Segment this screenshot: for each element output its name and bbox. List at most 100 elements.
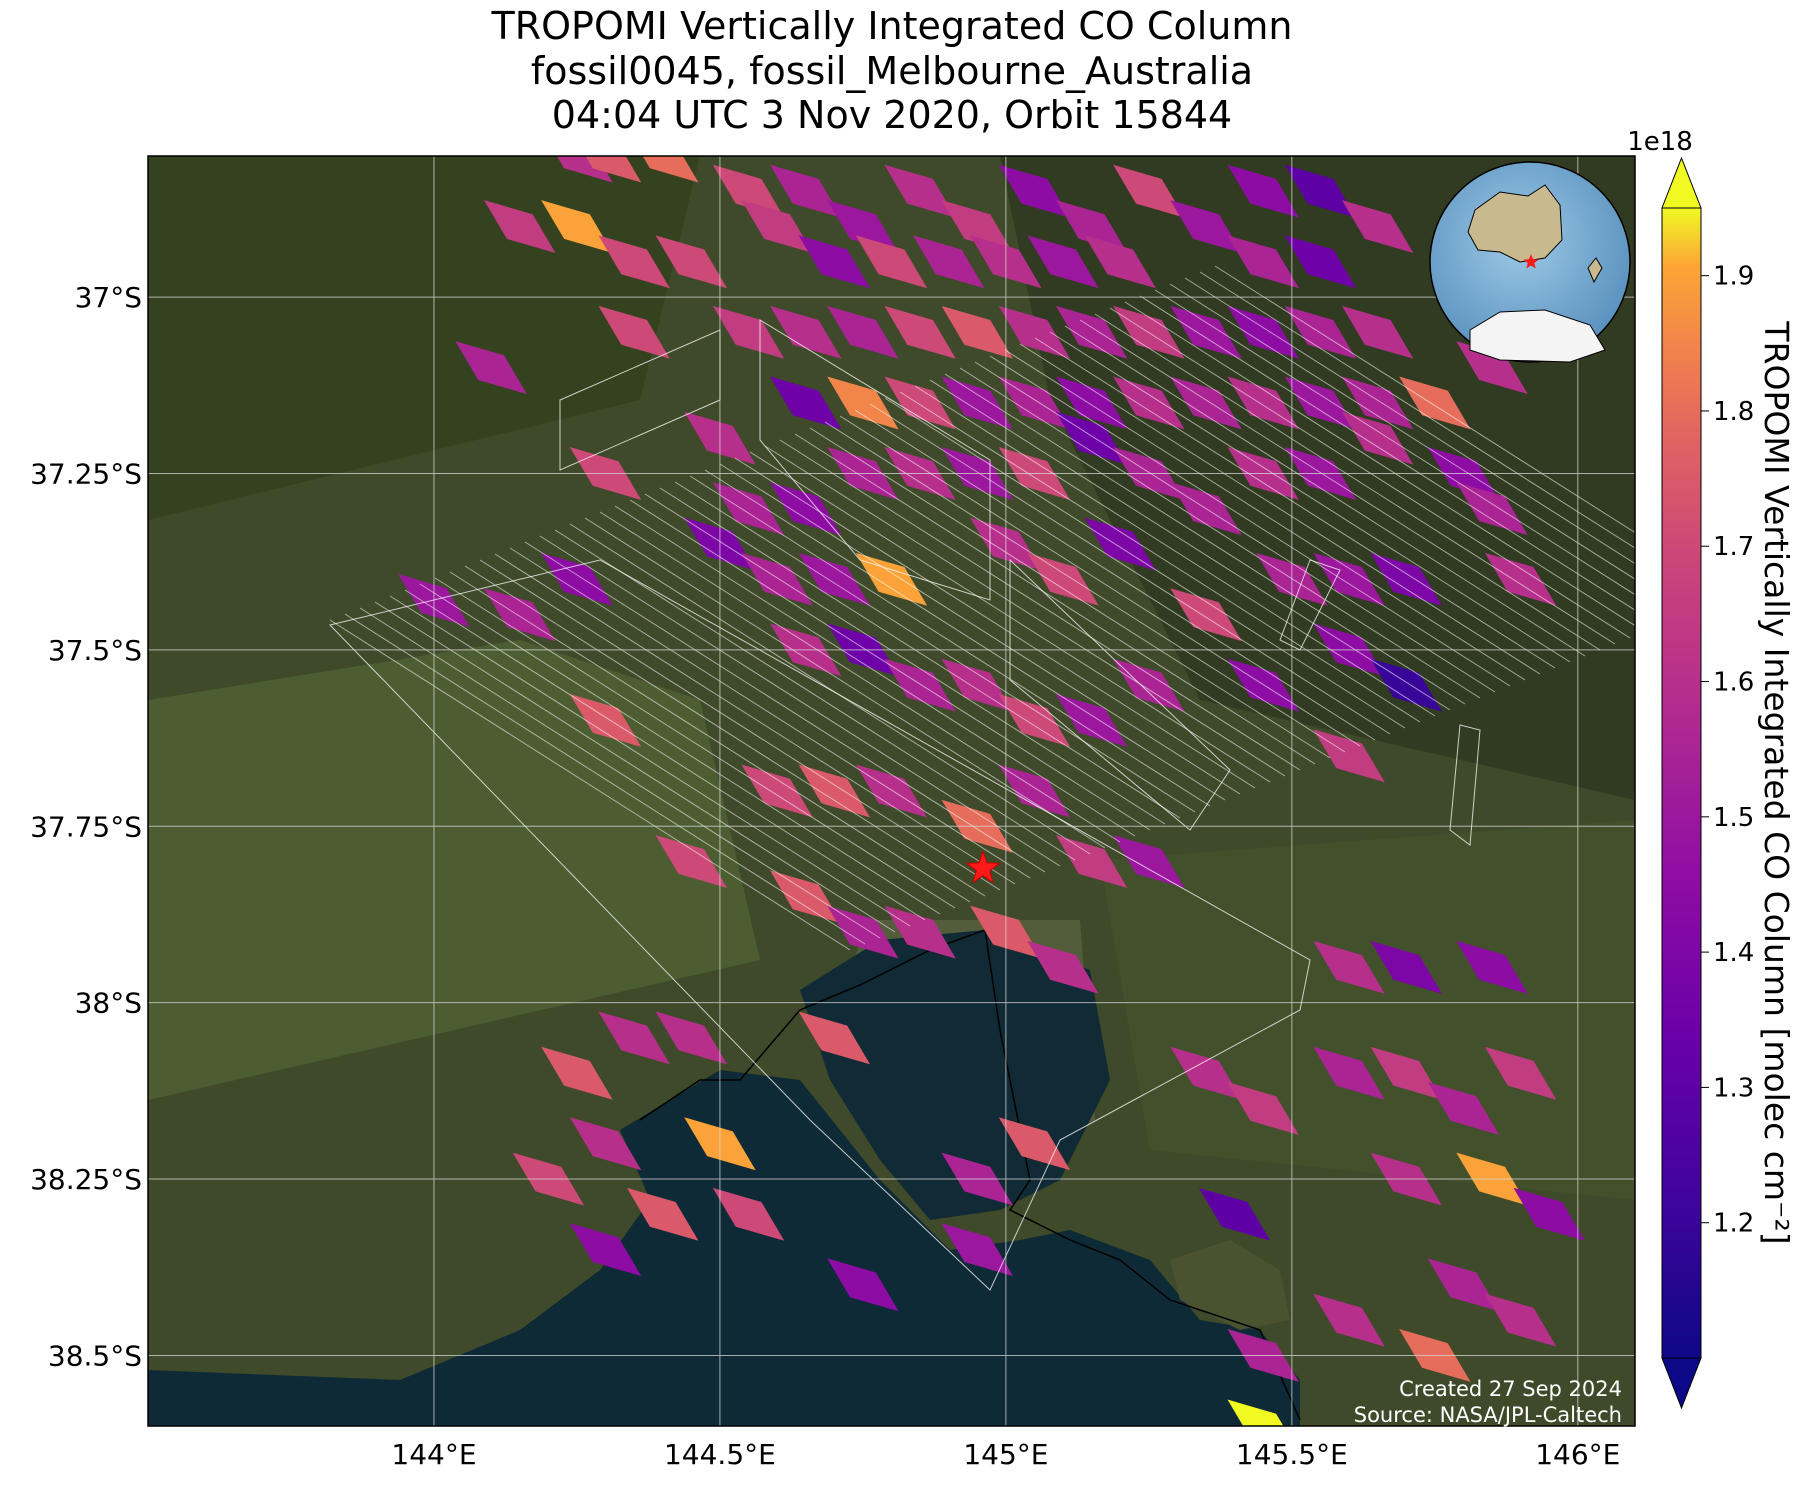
co-cell (1055, 835, 1128, 888)
lat-tick-label: 37.75°S (30, 810, 142, 843)
co-cell (1227, 305, 1299, 359)
co-cell (941, 200, 1013, 253)
hatch-line (644, 493, 1166, 825)
co-cell (998, 694, 1071, 747)
hatch-line (614, 505, 1136, 837)
lat-tick-label: 38.5°S (48, 1339, 142, 1372)
hatch-line (524, 541, 1046, 873)
hatch-line (404, 589, 926, 921)
colorbar-exponent: 1e18 (1627, 127, 1693, 157)
hatch-line (704, 469, 1226, 801)
co-cell (1341, 411, 1414, 465)
co-cell (855, 235, 928, 289)
co-cell (1055, 305, 1128, 359)
colorbar-tick-label: 1.6 (1713, 668, 1754, 698)
hatch-line (659, 487, 1181, 819)
co-cell (1084, 235, 1156, 289)
co-cell (1341, 376, 1414, 430)
title-line-2: fossil0045, fossil_Melbourne_Australia (530, 49, 1254, 93)
co-cell (998, 764, 1071, 818)
co-cell (1370, 1046, 1442, 1100)
co-cell (1456, 940, 1528, 994)
lon-tick-label: 144°E (391, 1438, 476, 1471)
hatch-line (749, 451, 1271, 783)
colorbar-tick-label: 1.3 (1713, 1073, 1754, 1103)
hatch-line (374, 601, 896, 933)
hatch-line (854, 409, 1376, 741)
co-cell (1027, 940, 1099, 994)
hatch-line (869, 403, 1391, 735)
hatch-line (794, 433, 1316, 765)
co-cell (1284, 376, 1357, 430)
co-cell (798, 235, 871, 289)
hatch-line (1199, 271, 1635, 549)
lat-tick-label: 38°S (75, 987, 142, 1020)
title-line-1: TROPOMI Vertically Integrated CO Column (491, 4, 1293, 48)
colorbar-label: TROPOMI Vertically Integrated CO Column … (1757, 320, 1796, 1244)
co-cell (1227, 164, 1299, 218)
hatch-line (689, 475, 1211, 807)
co-cell (855, 764, 928, 818)
colorbar-extend-max (1661, 156, 1702, 209)
co-cell (741, 764, 813, 818)
co-cell (1456, 482, 1528, 536)
hatch-line (539, 535, 1061, 867)
co-cell (1341, 200, 1414, 253)
lat-tick-label: 37.5°S (48, 634, 142, 667)
co-cell (1284, 164, 1357, 218)
co-cell (941, 305, 1013, 359)
co-cell (1055, 200, 1128, 253)
co-cell (1113, 164, 1185, 218)
co-cell (1399, 376, 1471, 430)
globe-australia (1467, 184, 1563, 263)
co-cell (770, 305, 842, 359)
co-cell (1513, 1187, 1585, 1241)
hatch-line (554, 529, 1076, 861)
co-cell (1113, 376, 1185, 430)
globe-newzealand (1587, 257, 1603, 284)
co-cell (1313, 940, 1385, 994)
co-cell (1055, 694, 1128, 747)
co-cell (855, 552, 928, 606)
gridlines (148, 156, 1635, 1426)
co-cell (1027, 235, 1099, 289)
colorbar-tick-label: 1.2 (1713, 1209, 1754, 1239)
hatch-line (839, 415, 1361, 747)
co-cell (827, 905, 899, 959)
hatch-line (1154, 289, 1635, 596)
co-cell (998, 376, 1071, 430)
hatch-line (1139, 295, 1635, 611)
hatch-line (1184, 277, 1635, 565)
co-cell (712, 164, 785, 218)
hatch-line (674, 481, 1196, 813)
colorbar-tick-label: 1.4 (1713, 938, 1754, 968)
lon-tick-label: 146°E (1535, 1438, 1620, 1471)
co-cell (627, 1187, 699, 1241)
hatch-line (1214, 265, 1635, 534)
co-cell (770, 870, 842, 924)
colorbar-tick-label: 1.9 (1713, 262, 1754, 292)
hatch-line (1064, 325, 1586, 657)
basemap (148, 156, 1635, 1426)
hatch-line (419, 583, 941, 915)
hatch-line (959, 367, 1481, 699)
hatch-line (329, 619, 851, 951)
hatch-line (1079, 319, 1601, 651)
co-cell (598, 235, 670, 289)
co-cell (1170, 1046, 1242, 1100)
co-cell (455, 341, 527, 395)
co-cell (585, 156, 642, 183)
colorbar-tick-label: 1.7 (1713, 532, 1754, 562)
lat-tick-label: 37°S (75, 281, 142, 314)
co-cell (1427, 1258, 1500, 1312)
co-cell (827, 200, 899, 253)
co-cell (1313, 1046, 1385, 1100)
hatch-line (1124, 301, 1635, 627)
co-cell (1370, 552, 1442, 606)
co-cell (712, 305, 785, 359)
co-cell (1170, 200, 1242, 253)
co-cell (712, 482, 785, 536)
co-cell (1370, 658, 1442, 712)
co-cell (1084, 517, 1156, 571)
